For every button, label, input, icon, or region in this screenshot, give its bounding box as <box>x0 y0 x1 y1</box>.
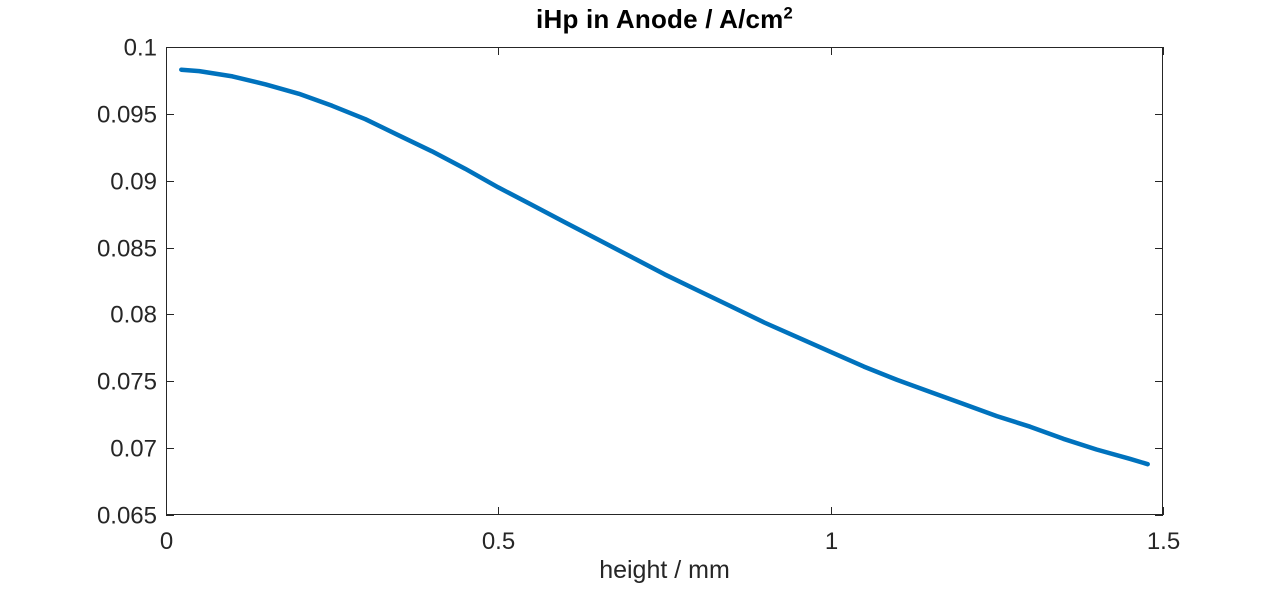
y-tick-label: 0.08 <box>110 302 157 329</box>
y-tick-label: 0.085 <box>97 236 157 263</box>
y-tick-label: 0.095 <box>97 102 157 129</box>
y-tick-label: 0.09 <box>110 169 157 196</box>
x-axis-label: height / mm <box>599 556 730 584</box>
x-tick-label: 1 <box>825 528 838 555</box>
axes-box <box>166 47 1163 515</box>
chart-title-superscript: 2 <box>783 3 793 23</box>
chart-title-text: iHp in Anode / A/cm <box>536 4 784 34</box>
y-tick-label: 0.07 <box>110 436 157 463</box>
y-tick-label: 0.065 <box>97 503 157 530</box>
x-tick-label: 0 <box>160 528 173 555</box>
x-tick-label: 1.5 <box>1147 528 1180 555</box>
x-tick-label: 0.5 <box>482 528 515 555</box>
y-tick-label: 0.1 <box>124 35 157 62</box>
series-line-iHp <box>179 67 1150 467</box>
y-tick-label: 0.075 <box>97 369 157 396</box>
chart-title: iHp in Anode / A/cm2 <box>166 4 1163 35</box>
